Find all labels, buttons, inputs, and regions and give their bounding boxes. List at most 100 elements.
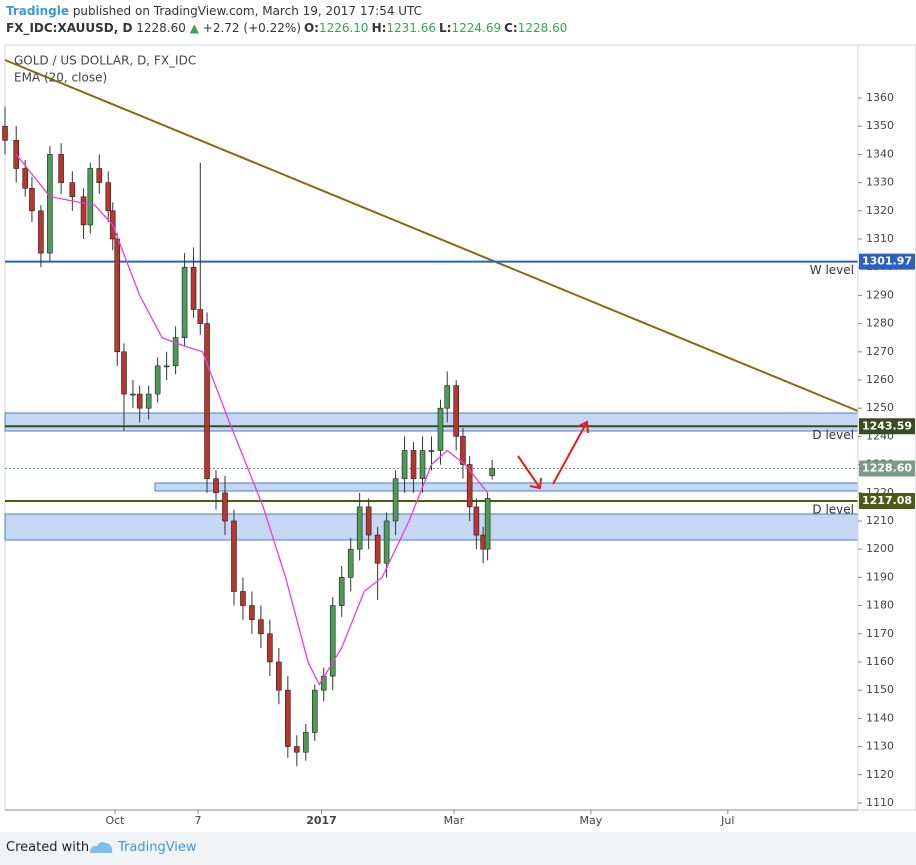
price-tag [859, 253, 915, 270]
candle-body [285, 689, 291, 747]
y-tick-label: 1250 [866, 401, 894, 414]
arrow [552, 421, 588, 485]
candle-body [154, 365, 161, 395]
candle-body [428, 450, 435, 452]
candle-body [466, 464, 473, 508]
author: Tradingle [6, 4, 69, 18]
x-tick-label: Jul [720, 814, 734, 827]
change: +2.72 (+0.22%) [202, 21, 301, 35]
candle-body [22, 168, 29, 189]
candle-body [258, 619, 264, 635]
logo [90, 842, 113, 853]
y-tick-label: 1150 [866, 683, 894, 696]
candle-body [69, 182, 76, 198]
candle-body [47, 154, 53, 254]
x-tick-label: 2017 [306, 814, 337, 827]
candle-body [444, 385, 451, 409]
created-with: Created with [6, 840, 90, 855]
indicator-name: EMA (20, close) [14, 71, 107, 85]
price-tag-label: 1217.08 [862, 494, 912, 507]
price-tag [859, 460, 915, 477]
footer: Created with TradingView [0, 832, 916, 865]
y-tick-label: 1140 [866, 711, 894, 724]
candle-body [356, 506, 363, 550]
candle-body [114, 238, 121, 353]
candle-body [338, 577, 345, 606]
candle-body [383, 520, 390, 564]
candle-body [276, 661, 282, 691]
level-name: D level [812, 503, 854, 517]
zone [154, 482, 859, 492]
candle-body [294, 746, 300, 753]
x-tick-label: May [580, 814, 603, 827]
candle-body [163, 365, 170, 368]
ohlc-label: H: [371, 21, 387, 35]
ohlc-value: 1226.10 [318, 21, 369, 35]
candle-body [484, 498, 491, 550]
level-name: W level [810, 263, 854, 277]
candle-body [130, 393, 136, 396]
arrow-head [529, 477, 542, 490]
ohlc-label: L: [439, 21, 452, 35]
header: Tradingle published on TradingView.com, … [6, 4, 568, 35]
candle-body [231, 520, 237, 592]
x-tick-label: 7 [195, 814, 202, 827]
ohlc-label: C: [504, 21, 518, 35]
candle-body [374, 534, 381, 564]
candle-body [121, 351, 127, 395]
ohlc-value: 1231.66 [386, 21, 437, 35]
candle-body [302, 732, 309, 753]
candle-body [347, 548, 354, 578]
trend-line [4, 59, 859, 412]
chart-title: GOLD / US DOLLAR, D, FX_IDC [14, 54, 196, 68]
published: published on TradingView.com, March 19, … [72, 4, 423, 18]
ema-line [15, 154, 489, 686]
candle-body [410, 450, 417, 479]
candle-body [267, 633, 273, 663]
ohlc-value: 1224.69 [451, 21, 502, 35]
candle-body [401, 450, 408, 479]
y-tick-label: 1360 [866, 91, 894, 104]
candle-body [136, 393, 143, 409]
candle-body [197, 309, 204, 324]
chart: GOLD / US DOLLAR, D, FX_IDC EMA (20, clo… [2, 44, 916, 827]
zone [4, 513, 859, 541]
price-tag [859, 418, 915, 435]
level-name: D level [812, 428, 854, 442]
y-tick-label: 1340 [866, 147, 894, 160]
ohlc-value: 1228.60 [517, 21, 568, 35]
x-tick-label: Oct [105, 814, 125, 827]
y-tick-label: 1170 [866, 627, 894, 640]
candle-body [204, 323, 210, 479]
candle-body [329, 605, 336, 677]
price-tag-label: 1243.59 [862, 419, 912, 432]
candle-body [489, 468, 495, 476]
y-tick-label: 1160 [866, 655, 894, 668]
candle-body [419, 450, 426, 479]
arrow-head [576, 420, 589, 434]
price-tag-label: 1301.97 [862, 255, 912, 268]
arrow [517, 455, 541, 489]
y-tick-label: 1310 [866, 232, 894, 245]
zone [4, 412, 859, 432]
candle-body [460, 436, 466, 465]
candle-body [392, 478, 399, 522]
y-tick-label: 1130 [866, 740, 894, 753]
price-tag [859, 493, 915, 510]
candle-body [80, 196, 87, 226]
brand: TradingView [118, 840, 197, 855]
candle-body [222, 492, 228, 522]
y-tick-label: 1110 [866, 796, 894, 809]
candle-body [87, 168, 94, 226]
candle-body [172, 337, 179, 367]
y-tick-label: 1290 [866, 288, 894, 301]
plot [2, 106, 858, 767]
candle-body [96, 168, 103, 183]
y-tick-label: 1320 [866, 204, 894, 217]
y-tick-label: 1270 [866, 345, 894, 358]
y-tick-label: 1330 [866, 176, 894, 189]
candle-body [2, 125, 8, 141]
ohlc-label: O: [303, 21, 319, 35]
x-tick-label: Mar [444, 814, 465, 827]
